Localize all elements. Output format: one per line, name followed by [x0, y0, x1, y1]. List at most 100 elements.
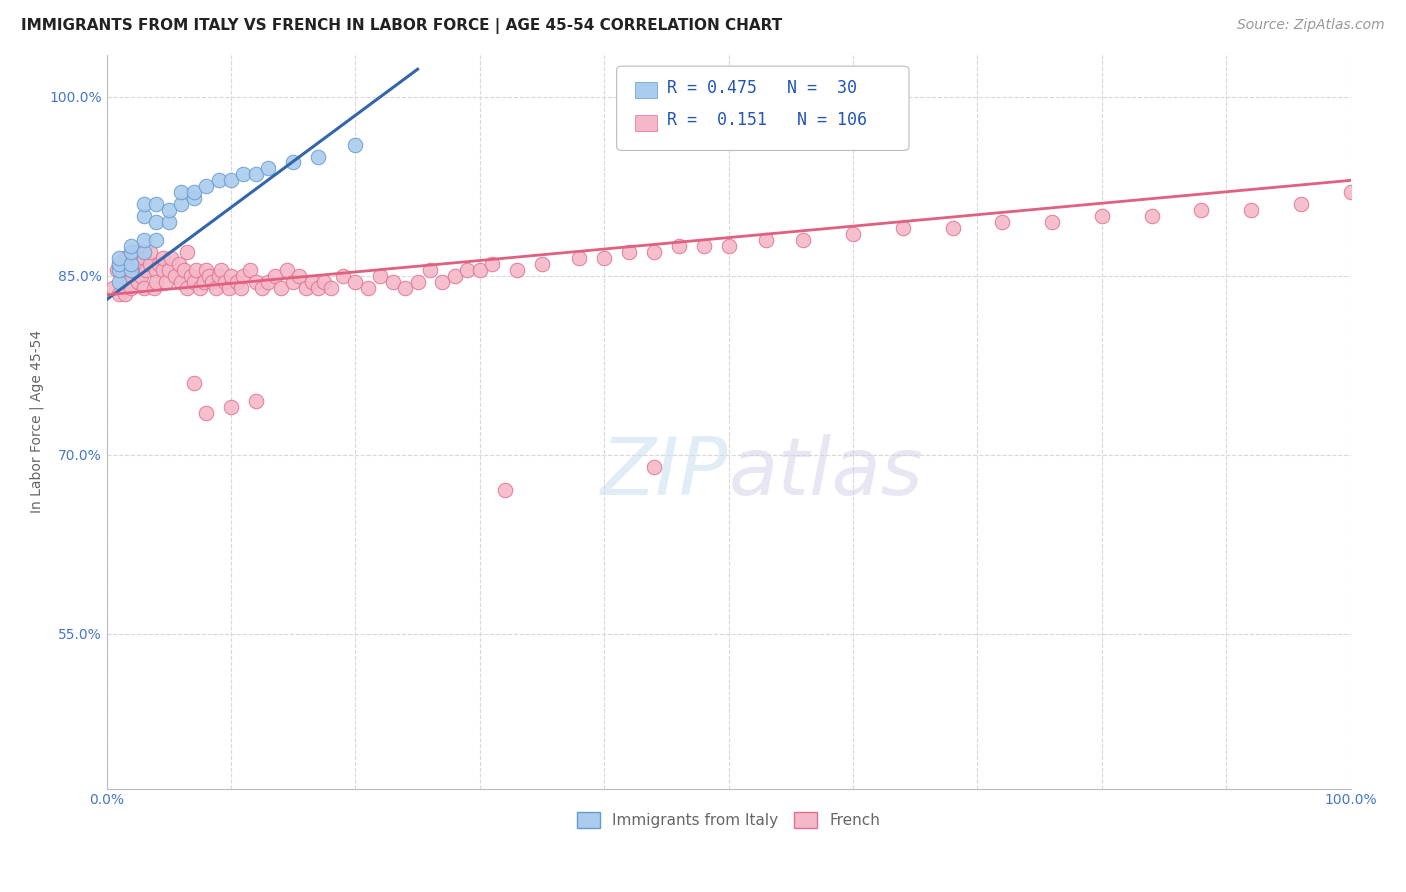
Point	[1189, 203, 1212, 218]
Point	[183, 376, 205, 390]
Point	[176, 244, 198, 259]
Point	[357, 281, 380, 295]
Point	[842, 227, 865, 241]
Point	[114, 286, 136, 301]
Point	[121, 239, 143, 253]
Point	[121, 262, 143, 277]
Point	[180, 268, 202, 283]
Point	[250, 281, 273, 295]
Point	[132, 197, 155, 211]
Point	[197, 268, 219, 283]
Point	[307, 281, 329, 295]
Point	[530, 257, 553, 271]
Point	[132, 281, 155, 295]
Point	[270, 281, 292, 295]
Y-axis label: In Labor Force | Age 45-54: In Labor Force | Age 45-54	[30, 330, 44, 514]
Point	[139, 244, 162, 259]
Point	[183, 186, 205, 200]
Point	[481, 257, 503, 271]
Point	[319, 281, 342, 295]
Point	[792, 233, 814, 247]
Text: atlas: atlas	[728, 434, 924, 512]
Point	[209, 262, 232, 277]
Point	[239, 262, 262, 277]
Point	[218, 281, 240, 295]
Point	[717, 239, 740, 253]
Point	[170, 186, 193, 200]
Point	[121, 244, 143, 259]
Point	[122, 244, 145, 259]
Point	[121, 281, 143, 295]
Point	[593, 251, 616, 265]
Point	[219, 173, 242, 187]
Point	[219, 268, 242, 283]
Point	[1289, 197, 1312, 211]
Point	[195, 406, 218, 420]
Point	[406, 275, 429, 289]
Point	[332, 268, 354, 283]
Point	[226, 275, 249, 289]
Point	[232, 168, 254, 182]
Point	[139, 257, 162, 271]
Point	[344, 275, 367, 289]
Point	[160, 251, 183, 265]
Point	[108, 275, 131, 289]
Point	[186, 262, 208, 277]
Text: ZIP: ZIP	[602, 434, 728, 512]
Point	[344, 137, 367, 152]
Point	[468, 262, 491, 277]
Point	[176, 281, 198, 295]
Point	[142, 281, 165, 295]
Point	[257, 161, 280, 176]
Point	[294, 281, 316, 295]
Point	[245, 394, 267, 409]
Point	[214, 275, 236, 289]
Text: Source: ZipAtlas.com: Source: ZipAtlas.com	[1237, 18, 1385, 32]
Text: IMMIGRANTS FROM ITALY VS FRENCH IN LABOR FORCE | AGE 45-54 CORRELATION CHART: IMMIGRANTS FROM ITALY VS FRENCH IN LABOR…	[21, 18, 782, 34]
Point	[568, 251, 591, 265]
Point	[432, 275, 454, 289]
Point	[183, 275, 205, 289]
Point	[155, 275, 177, 289]
Point	[1240, 203, 1263, 218]
Point	[668, 239, 690, 253]
Point	[643, 459, 665, 474]
Point	[145, 215, 167, 229]
Point	[1140, 209, 1163, 223]
Point	[163, 268, 186, 283]
Point	[183, 191, 205, 205]
Point	[195, 179, 218, 194]
Point	[157, 262, 180, 277]
Point	[991, 215, 1014, 229]
Point	[307, 149, 329, 163]
Point	[219, 400, 242, 414]
Point	[167, 257, 190, 271]
Point	[132, 233, 155, 247]
Point	[506, 262, 529, 277]
Point	[1091, 209, 1114, 223]
Point	[755, 233, 778, 247]
Point	[114, 251, 136, 265]
Point	[201, 275, 224, 289]
Point	[131, 268, 153, 283]
Point	[121, 262, 143, 277]
Point	[193, 275, 215, 289]
Point	[207, 268, 229, 283]
Point	[245, 168, 267, 182]
Point	[195, 262, 218, 277]
Point	[145, 197, 167, 211]
Point	[157, 203, 180, 218]
Point	[941, 221, 963, 235]
Point	[207, 173, 229, 187]
Point	[188, 281, 211, 295]
Text: R = 0.475   N =  30: R = 0.475 N = 30	[668, 79, 858, 97]
Point	[105, 262, 128, 277]
Point	[110, 268, 132, 283]
Point	[617, 244, 640, 259]
Point	[135, 262, 157, 277]
Point	[145, 262, 167, 277]
Point	[152, 262, 174, 277]
Point	[229, 281, 252, 295]
Point	[288, 268, 311, 283]
Point	[170, 275, 193, 289]
